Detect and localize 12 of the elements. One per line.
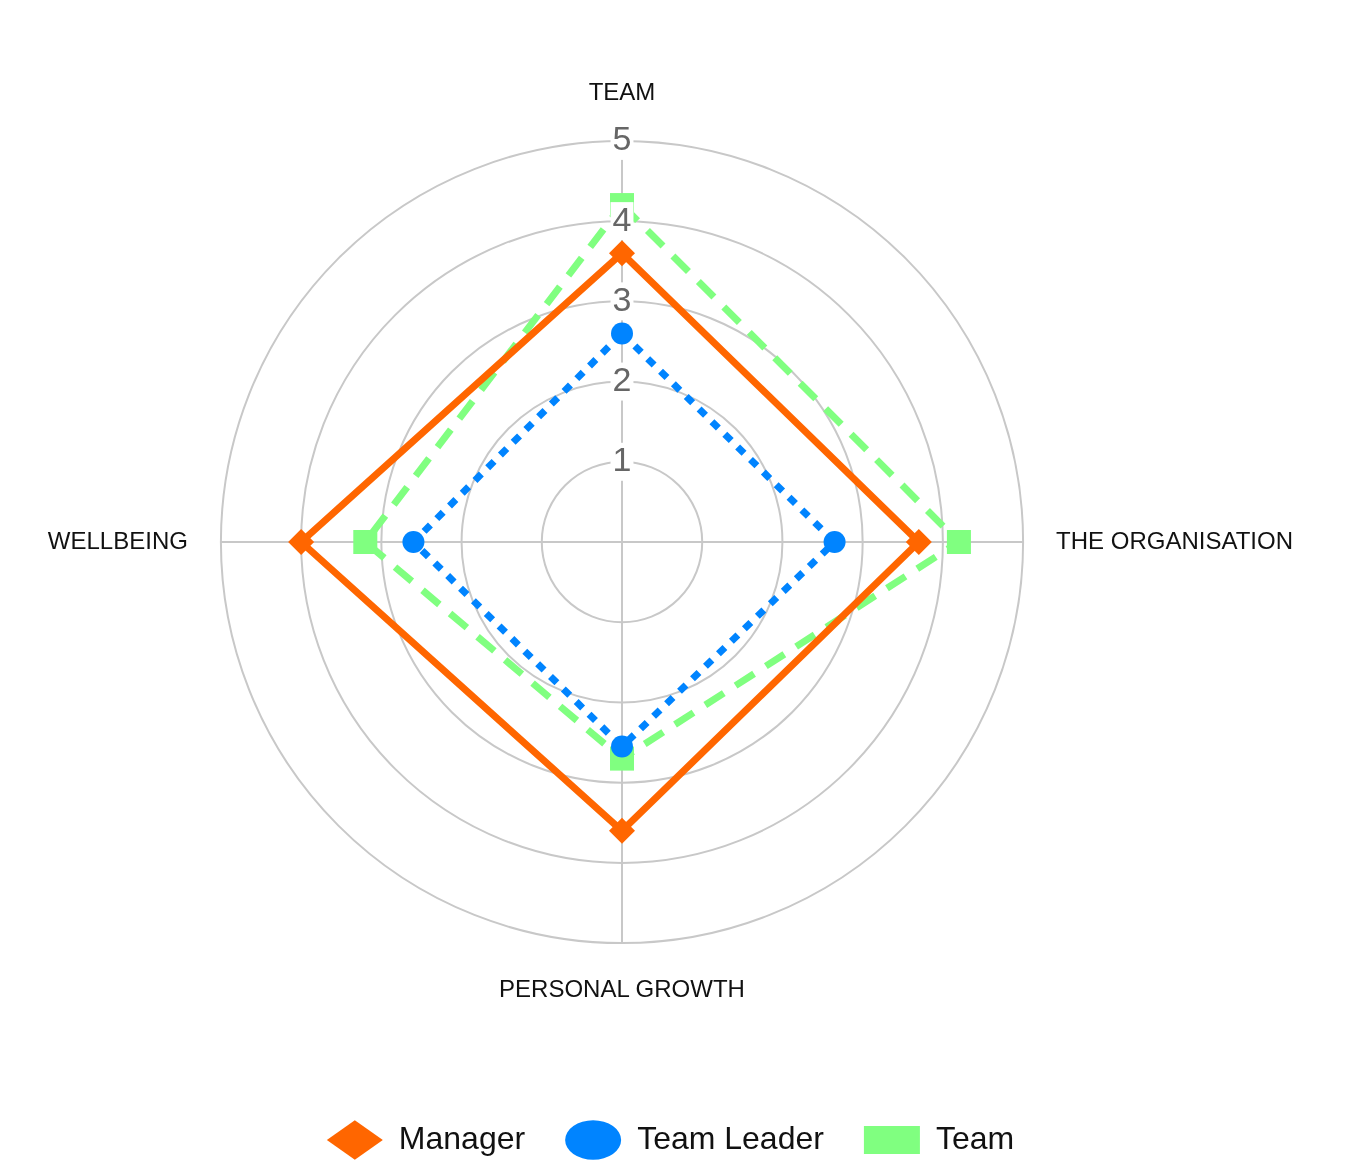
y-tick-label: 4 bbox=[612, 199, 632, 238]
legend-label: Team Leader bbox=[637, 1119, 825, 1156]
spoke-label: THE ORGANISATION bbox=[1056, 526, 1293, 554]
y-tick-label: 5 bbox=[612, 119, 632, 158]
spoke-label: TEAM bbox=[588, 78, 656, 106]
y-tick-label: 2 bbox=[612, 359, 632, 398]
y-tick-label: 3 bbox=[612, 279, 632, 318]
y-tick-label: 1 bbox=[612, 440, 632, 479]
spoke-label: PERSONAL GROWTH bbox=[499, 975, 745, 1003]
legend-label: Manager bbox=[398, 1119, 526, 1156]
legend-label: Team bbox=[935, 1119, 1015, 1156]
spoke-label: WELLBEING bbox=[47, 526, 188, 554]
